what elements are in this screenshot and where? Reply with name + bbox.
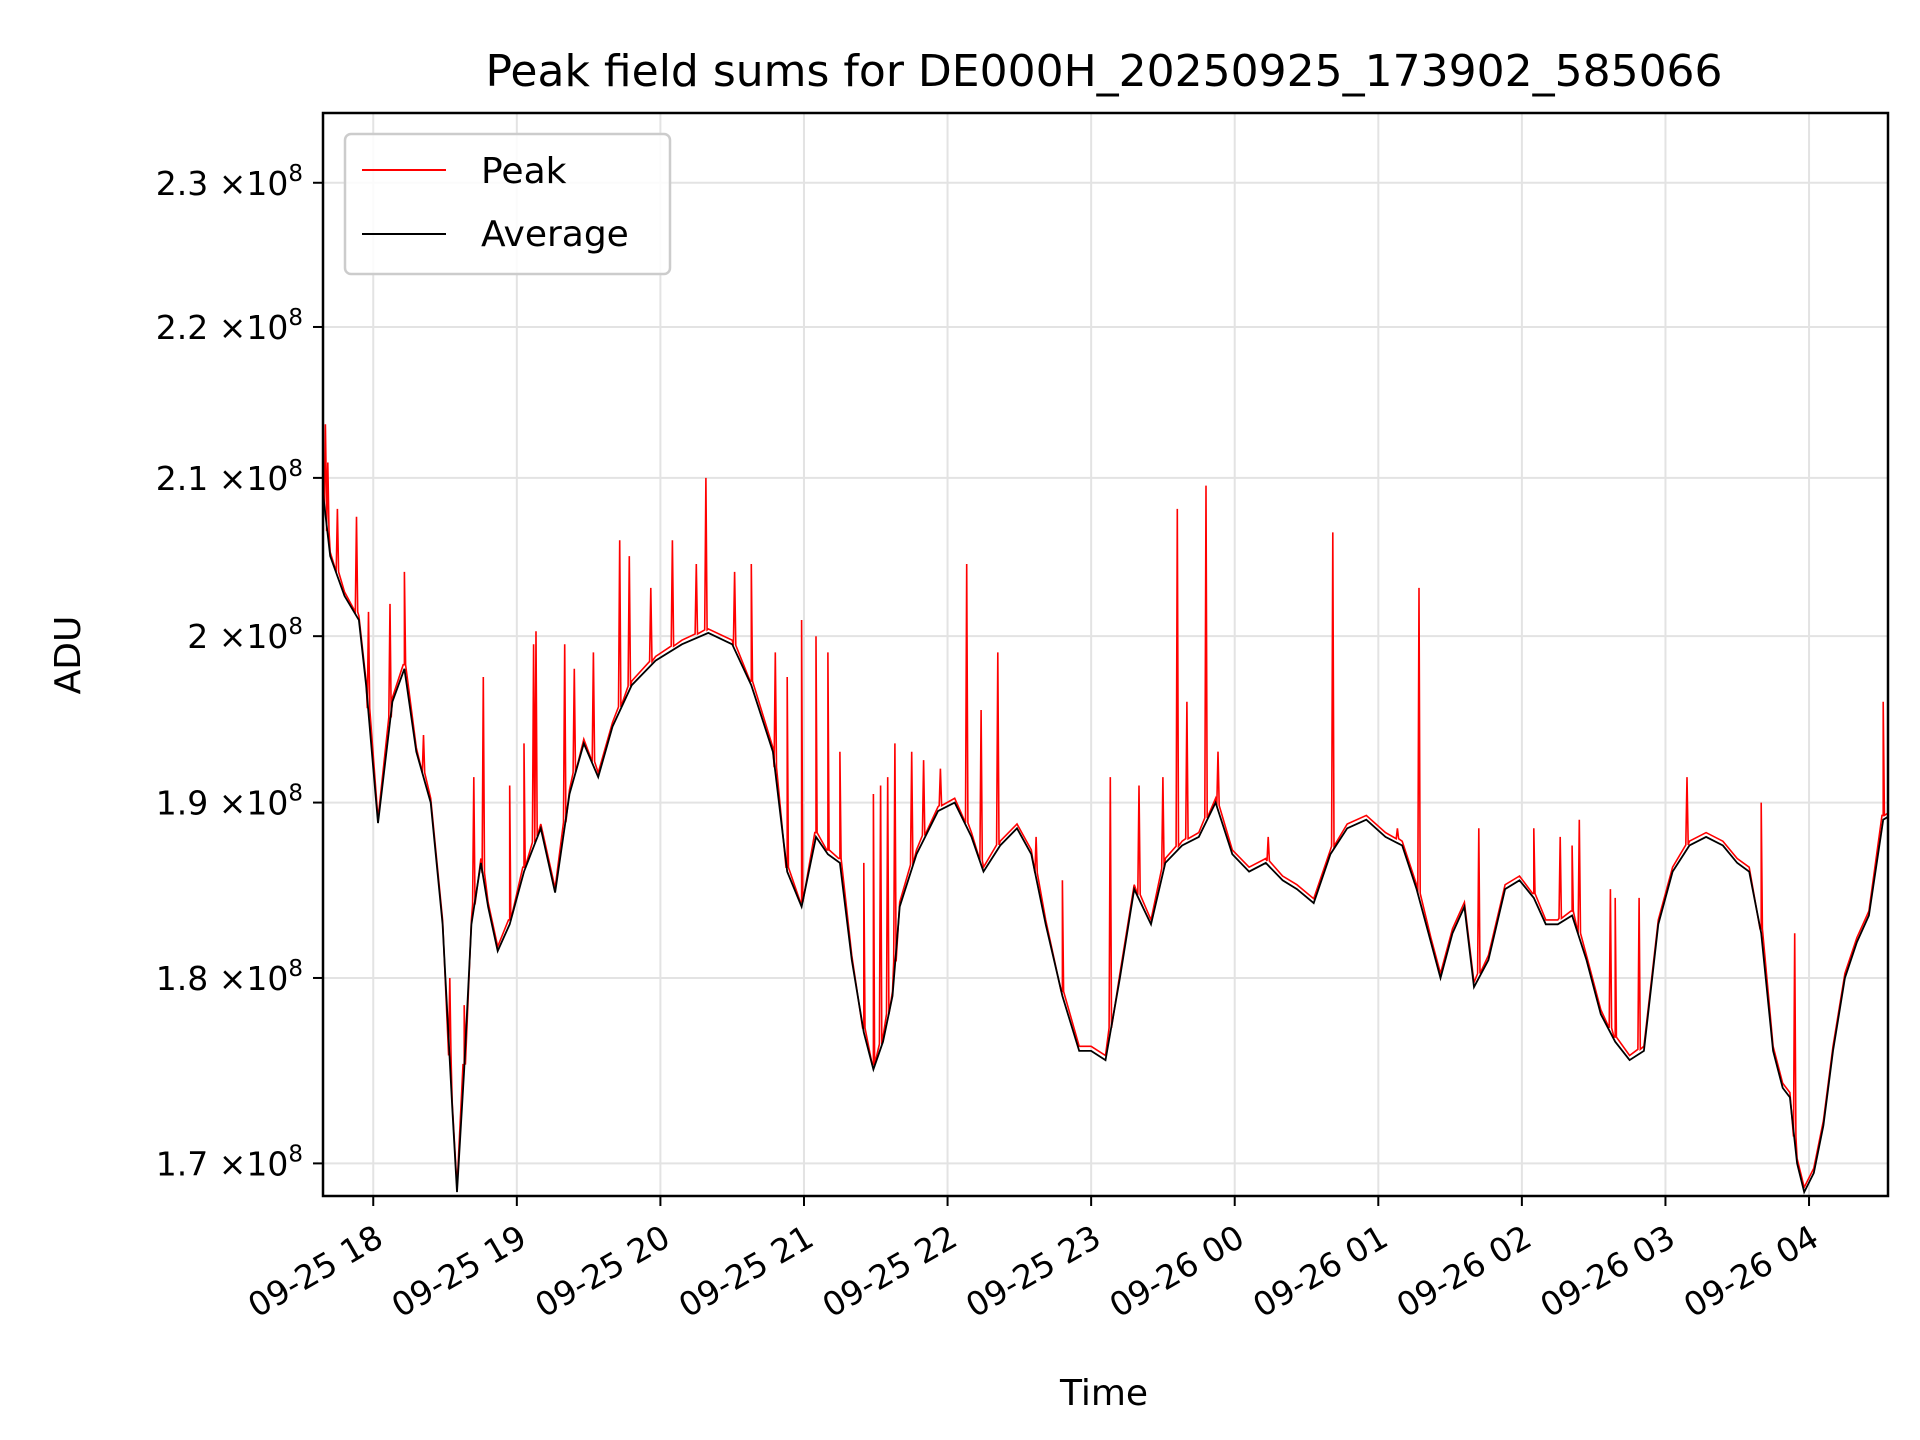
x-tick-label: 09-25 22 bbox=[816, 1217, 964, 1325]
y-tick-label: 2.3 ×108 bbox=[156, 161, 303, 203]
series-average-line bbox=[323, 493, 1888, 1195]
legend: Peak Average bbox=[343, 132, 672, 276]
x-tick-label: 09-26 00 bbox=[1103, 1217, 1251, 1325]
chart-title: Peak field sums for DE000H_20250925_1739… bbox=[485, 46, 1722, 97]
x-tick-label: 09-26 03 bbox=[1533, 1217, 1681, 1325]
series-peak-line bbox=[323, 424, 1888, 1190]
y-tick-label: 1.9 ×108 bbox=[156, 781, 303, 823]
x-tick-label: 09-26 02 bbox=[1390, 1217, 1538, 1325]
x-tick-label: 09-25 19 bbox=[385, 1217, 533, 1325]
y-tick-label: 1.7 ×108 bbox=[156, 1141, 303, 1183]
x-tick-label: 09-25 23 bbox=[959, 1217, 1107, 1325]
x-axis-label: Time bbox=[1059, 1373, 1148, 1414]
legend-label-peak: Peak bbox=[481, 151, 567, 192]
x-tick-label: 09-26 01 bbox=[1246, 1217, 1394, 1325]
x-tick-label: 09-25 20 bbox=[528, 1217, 676, 1325]
y-tick-label: 2.1 ×108 bbox=[156, 456, 303, 498]
x-tick-label: 09-26 04 bbox=[1677, 1217, 1825, 1325]
y-tick-label: 2.2 ×108 bbox=[156, 305, 303, 347]
y-axis: 1.7 ×108 1.8 ×108 1.9 ×108 2 ×108 2.1 ×108 2.… bbox=[156, 161, 323, 1183]
grid bbox=[323, 113, 1888, 1196]
y-tick-label: 2 ×108 bbox=[187, 614, 303, 656]
y-axis-label: ADU bbox=[48, 616, 89, 695]
y-tick-label: 1.8 ×108 bbox=[156, 956, 303, 998]
x-tick-label: 09-25 21 bbox=[672, 1217, 820, 1325]
plot-frame bbox=[321, 111, 1890, 1198]
x-tick-label: 09-25 18 bbox=[241, 1217, 389, 1325]
plot-area bbox=[323, 424, 1888, 1195]
legend-label-average: Average bbox=[481, 214, 629, 255]
